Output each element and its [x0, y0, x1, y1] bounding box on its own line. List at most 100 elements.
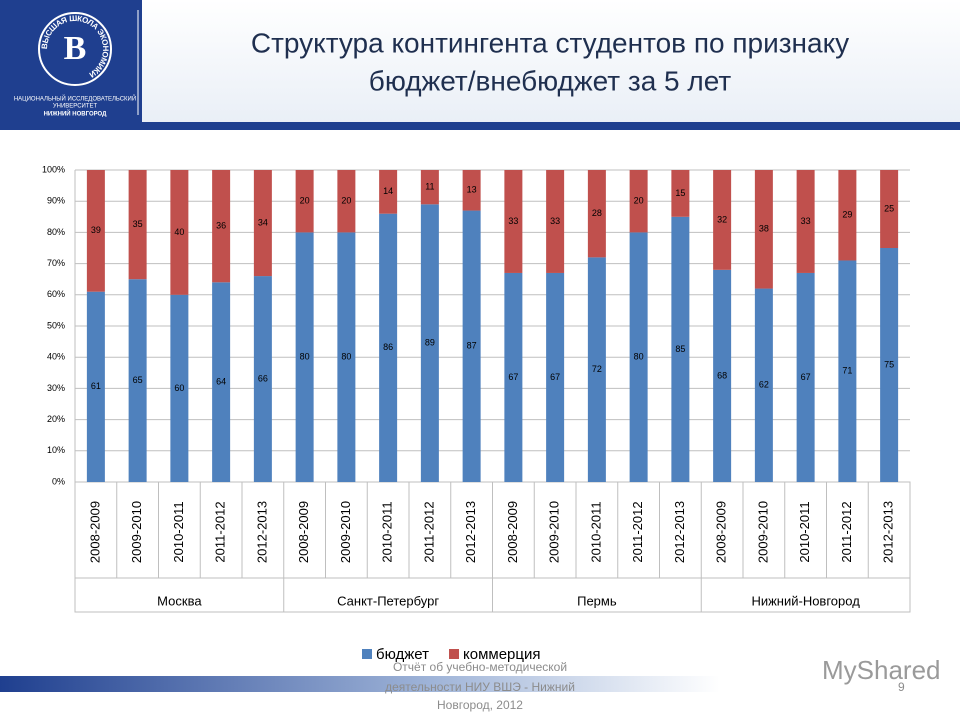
logo-line: НИЖНИЙ НОВГОРОД [44, 110, 108, 118]
data-label: 33 [801, 216, 811, 226]
data-label: 20 [634, 196, 644, 206]
x-tick-label: 2009-2010 [547, 501, 562, 563]
legend-swatch [362, 649, 372, 659]
bar-segment [420, 170, 439, 205]
bar-segment [796, 170, 815, 273]
bar-segment [86, 170, 105, 292]
x-tick-label: 2011-2012 [839, 501, 854, 562]
watermark: MyShared [822, 655, 941, 685]
bar-segment [587, 170, 606, 258]
x-tick-label: 2012-2013 [672, 501, 687, 563]
bar-segment [880, 248, 899, 482]
data-label: 35 [133, 219, 143, 229]
data-label: 67 [508, 372, 518, 382]
y-tick-label: 10% [47, 445, 65, 455]
legend-label: коммерция [463, 646, 540, 663]
bar-segment [212, 282, 231, 482]
data-label: 87 [467, 341, 477, 351]
data-label: 33 [550, 216, 560, 226]
data-label: 14 [383, 186, 393, 196]
data-label: 67 [801, 372, 811, 382]
bar-segment [337, 170, 356, 233]
y-tick-label: 100% [42, 164, 65, 174]
y-tick-label: 30% [47, 383, 65, 393]
bar-segment [170, 294, 189, 482]
x-tick-label: 2011-2012 [213, 501, 228, 562]
x-tick-label: 2011-2012 [421, 501, 436, 562]
group-label: Москва [157, 593, 202, 608]
data-label: 28 [592, 208, 602, 218]
bar-segment [546, 170, 565, 273]
y-tick-label: 80% [47, 227, 65, 237]
x-tick-label: 2010-2011 [380, 501, 395, 562]
x-tick-label: 2012-2013 [254, 501, 269, 563]
data-label: 15 [675, 188, 685, 198]
logo-line: НАЦИОНАЛЬНЫЙ ИССЛЕДОВАТЕЛЬСКИЙ [14, 95, 136, 103]
bar-segment [671, 170, 690, 217]
data-label: 32 [717, 214, 727, 224]
y-tick-label: 70% [47, 258, 65, 268]
group-label: Нижний-Новгород [751, 593, 860, 608]
x-tick-label: 2009-2010 [129, 501, 144, 563]
bar-segment [379, 170, 398, 214]
bar-segment [253, 170, 272, 277]
data-label: 40 [174, 227, 184, 237]
data-label: 65 [133, 375, 143, 385]
data-label: 68 [717, 370, 727, 380]
bar-segment [713, 170, 732, 270]
data-label: 20 [341, 196, 351, 206]
logo-block [0, 0, 142, 125]
bar-segment [128, 170, 147, 280]
data-label: 34 [258, 217, 268, 227]
bar-segment [671, 216, 690, 483]
y-tick-label: 0% [52, 476, 65, 486]
x-tick-label: 2012-2013 [463, 501, 478, 563]
data-label: 64 [216, 377, 226, 387]
data-label: 36 [216, 221, 226, 231]
bar-segment [754, 170, 773, 289]
bar-segment [838, 170, 857, 261]
legend-label: бюджет [376, 646, 429, 663]
footer-text: Новгород, 2012 [437, 698, 523, 712]
y-tick-label: 20% [47, 414, 65, 424]
data-label: 38 [759, 224, 769, 234]
bar-segment [170, 170, 189, 295]
data-label: 89 [425, 338, 435, 348]
bar-segment [587, 257, 606, 482]
bar-segment [504, 170, 523, 273]
bar-segment [629, 232, 648, 482]
bar-segment [504, 272, 523, 482]
y-tick-label: 90% [47, 196, 65, 206]
x-tick-label: 2008-2009 [505, 501, 520, 563]
bar-segment [838, 260, 857, 482]
y-tick-label: 50% [47, 320, 65, 330]
data-label: 67 [550, 372, 560, 382]
header-rule [0, 122, 960, 130]
x-tick-label: 2010-2011 [588, 501, 603, 562]
x-tick-label: 2010-2011 [171, 501, 186, 562]
bar-segment [86, 291, 105, 482]
footer-text: Отчёт об учебно-методической [393, 660, 567, 674]
chart: 0% 10% 20% 30% 40% 50% 60% 70% 80% 90% 100% 61 39 200… [42, 164, 910, 663]
bar-segment [713, 269, 732, 482]
bar-segment [128, 279, 147, 482]
data-label: 66 [258, 373, 268, 383]
data-label: 85 [675, 344, 685, 354]
data-label: 25 [884, 203, 894, 213]
bar-segment [420, 204, 439, 482]
data-label: 33 [508, 216, 518, 226]
y-tick-label: 60% [47, 289, 65, 299]
data-label: 86 [383, 342, 393, 352]
bar-segment [337, 232, 356, 482]
y-tick-label: 40% [47, 352, 65, 362]
data-label: 13 [467, 185, 477, 195]
data-label: 71 [842, 366, 852, 376]
x-tick-label: 2010-2011 [797, 501, 812, 562]
logo-mark: В [64, 30, 87, 67]
bar-segment [295, 170, 314, 233]
data-label: 60 [174, 383, 184, 393]
x-tick-label: 2011-2012 [630, 501, 645, 562]
data-label: 80 [634, 352, 644, 362]
x-tick-label: 2008-2009 [714, 501, 729, 563]
x-tick-label: 2012-2013 [881, 501, 896, 563]
